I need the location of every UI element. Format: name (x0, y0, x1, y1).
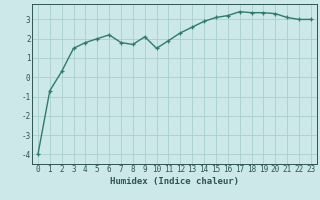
X-axis label: Humidex (Indice chaleur): Humidex (Indice chaleur) (110, 177, 239, 186)
